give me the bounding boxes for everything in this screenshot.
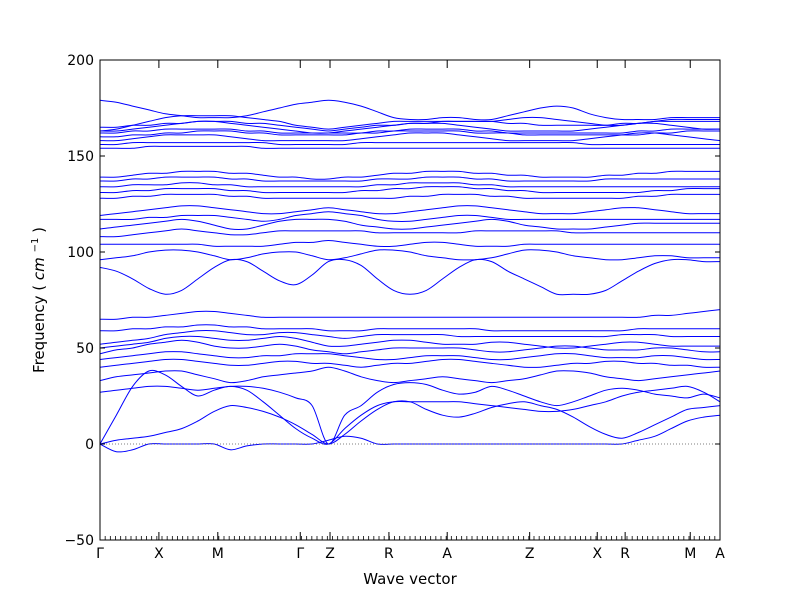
phonon-band-9 <box>99 335 720 349</box>
phonon-band-4 <box>99 382 721 445</box>
x-tick-label: X <box>592 546 602 562</box>
x-tick-label: M <box>212 546 224 562</box>
phonon-band-12 <box>99 309 721 320</box>
phonon-band-25 <box>100 145 720 149</box>
x-tick-label: R <box>384 546 394 562</box>
x-tick-label: M <box>684 546 696 562</box>
y-tick-label: −50 <box>64 533 94 549</box>
phonon-band-5 <box>99 366 721 384</box>
phonon-band-24 <box>99 170 720 180</box>
axis-ticks: −50 0 50 100 150 200 Γ X M Γ Z R A Z X R M A <box>64 53 725 562</box>
phonon-band-17 <box>99 218 720 230</box>
phonon-band-3 <box>99 369 721 445</box>
phonon-band-14 <box>99 249 720 261</box>
x-tick-label: A <box>715 546 725 562</box>
phonon-band-7 <box>99 351 721 361</box>
x-tick-label: Γ <box>296 546 304 562</box>
x-tick-label: Γ <box>96 546 104 562</box>
y-tick-label: 50 <box>76 341 94 357</box>
y-axis-label-unit: cm <box>30 257 48 280</box>
band-lines <box>99 99 721 453</box>
phonon-band-10 <box>99 329 720 345</box>
phonon-band-11 <box>99 324 721 332</box>
y-axis-label-paren-open: ( <box>30 285 48 291</box>
y-axis-label-paren-close: ) <box>30 227 48 233</box>
x-tick-label: A <box>442 546 452 562</box>
phonon-band-20 <box>99 193 720 199</box>
x-tick-label: X <box>154 546 164 562</box>
x-tick-label: Z <box>325 546 335 562</box>
phonon-band-16 <box>99 228 720 238</box>
x-tick-label: R <box>620 546 630 562</box>
phonon-band-33 <box>99 99 720 121</box>
y-axis-label: Frequency ( cm −1 ) <box>24 227 48 373</box>
phonon-band-8 <box>99 339 721 355</box>
x-tick-label: Z <box>525 546 535 562</box>
phonon-band-19 <box>99 205 720 216</box>
phonon-band-26 <box>99 141 720 146</box>
phonon-band-21 <box>99 186 720 194</box>
phonon-band-32 <box>99 115 720 132</box>
phonon-band-29 <box>99 128 720 134</box>
y-axis-label-text: Frequency <box>30 295 48 373</box>
phonon-band-27 <box>99 132 721 142</box>
phonon-band-6 <box>99 358 721 368</box>
phonon-band-28 <box>99 130 720 138</box>
y-tick-label: 100 <box>67 245 94 261</box>
x-axis-label: Wave vector <box>363 570 457 588</box>
y-tick-label: 150 <box>67 149 94 165</box>
y-axis-label-unit-exponent: −1 <box>30 238 41 253</box>
phonon-band-22 <box>99 182 720 188</box>
phonon-band-31 <box>99 120 720 132</box>
phonon-band-13 <box>99 258 721 296</box>
phonon-band-18 <box>99 211 720 223</box>
phonon-band-23 <box>99 176 720 182</box>
y-tick-label: 200 <box>67 53 94 69</box>
phonon-band-15 <box>100 239 720 247</box>
plot-frame <box>99 59 721 541</box>
y-tick-label: 0 <box>85 437 94 453</box>
